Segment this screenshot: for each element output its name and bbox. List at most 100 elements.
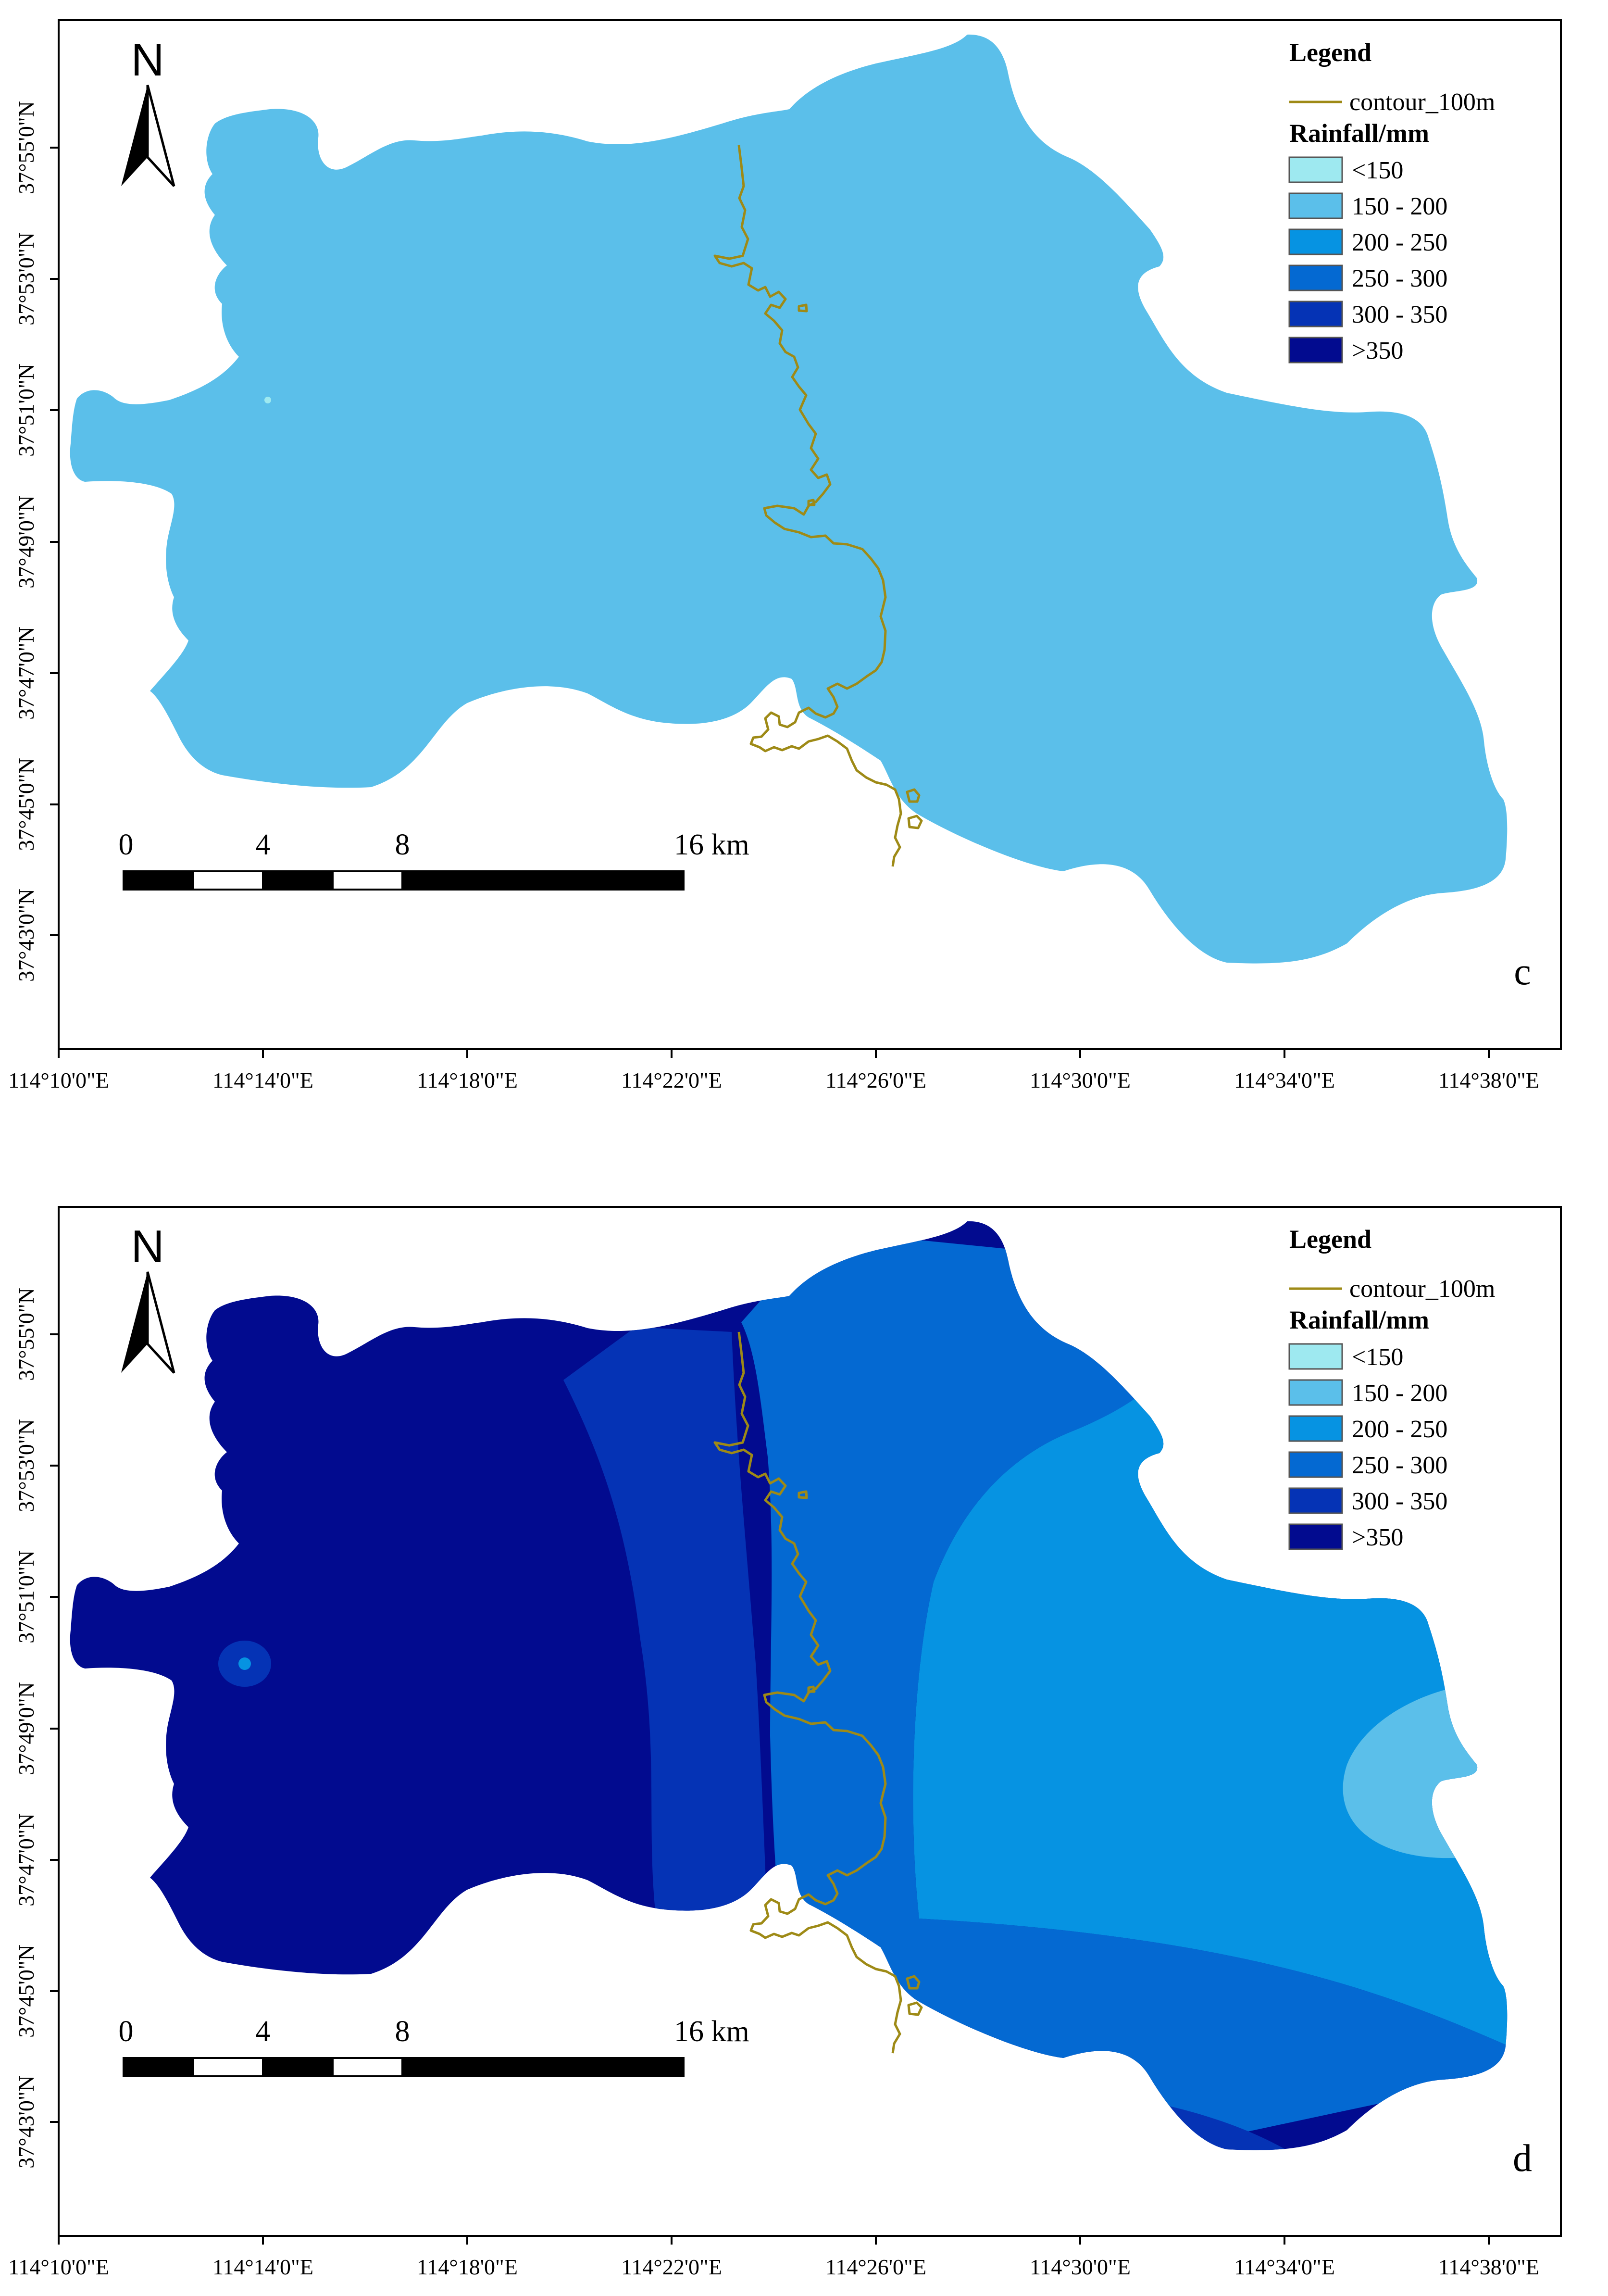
north-arrow-icon: N	[121, 34, 175, 187]
rainfall-zone-dot	[264, 397, 271, 403]
contour-line	[713, 145, 923, 867]
legend-swatch	[1288, 156, 1343, 183]
scale-label: 8	[395, 2015, 410, 2048]
north-label: N	[131, 34, 164, 86]
lat-label: 37°49'0"N	[14, 495, 38, 589]
legend-swatch	[1288, 1379, 1343, 1406]
lat-label: 37°53'0"N	[14, 1419, 38, 1512]
legend-class-label: 250 - 300	[1352, 1452, 1447, 1479]
north-arrow-icon: N	[121, 1221, 175, 1374]
north-arrow-right	[146, 1271, 175, 1374]
scale-label: 4	[256, 2015, 271, 2048]
north-arrow-left	[121, 1272, 148, 1373]
lat-label: 37°53'0"N	[14, 232, 38, 326]
scale-segment	[401, 870, 685, 891]
legend-rainfall-title: Rainfall/mm	[1289, 119, 1429, 148]
lon-label: 114°18'0"E	[417, 2255, 518, 2279]
scale-segment	[192, 870, 264, 891]
lon-label: 114°14'0"E	[212, 1068, 313, 1092]
scale-label: 0	[119, 828, 134, 861]
scale-bar: 0 4 8 16 km	[119, 2015, 749, 2077]
lon-label: 114°14'0"E	[212, 2255, 313, 2279]
lat-label: 37°45'0"N	[14, 758, 38, 851]
scale-segment	[123, 2057, 194, 2077]
lat-label: 37°43'0"N	[14, 2075, 38, 2169]
scale-segment	[262, 2057, 334, 2077]
lat-label: 37°43'0"N	[14, 889, 38, 982]
scale-segment	[332, 2057, 403, 2077]
lon-label: 114°10'0"E	[8, 1068, 109, 1092]
legend-swatch	[1288, 1523, 1343, 1550]
legend-class-label: 150 - 200	[1352, 1380, 1447, 1407]
lon-label: 114°22'0"E	[621, 2255, 722, 2279]
lon-label: 114°26'0"E	[825, 2255, 926, 2279]
legend-class-label: 300 - 350	[1352, 1488, 1447, 1515]
lat-label: 37°51'0"N	[14, 364, 38, 457]
lat-label: 37°45'0"N	[14, 1945, 38, 2038]
legend-contour-label: contour_100m	[1349, 1275, 1495, 1303]
lat-label: 37°47'0"N	[14, 1813, 38, 1907]
lat-label: 37°55'0"N	[14, 101, 38, 194]
lon-label: 114°18'0"E	[417, 1068, 518, 1092]
legend-swatch	[1288, 1487, 1343, 1514]
legend-swatch	[1288, 1451, 1343, 1478]
scale-label: 8	[395, 828, 410, 861]
lon-label: 114°38'0"E	[1438, 2255, 1539, 2279]
rainfall-zone-300-350	[563, 1327, 770, 1976]
legend: Legend contour_100m Rainfall/mm <150 150 - 2…	[1288, 38, 1495, 364]
rainfall-zone-250-300	[741, 1236, 1508, 2149]
scale-segment	[332, 870, 403, 891]
scale-bar: 0 4 8 16 km	[119, 828, 749, 891]
legend-class-label: <150	[1352, 157, 1403, 184]
legend-title: Legend	[1289, 1225, 1371, 1254]
map-frame	[58, 19, 1562, 1050]
scale-segment	[192, 2057, 264, 2077]
lat-label: 37°55'0"N	[14, 1288, 38, 1381]
legend-swatch	[1288, 337, 1343, 364]
legend-class-label: 200 - 250	[1352, 229, 1447, 256]
legend-swatch	[1288, 192, 1343, 219]
legend-class-label: 250 - 300	[1352, 265, 1447, 292]
legend-class-label: >350	[1352, 1524, 1403, 1551]
legend-class-label: 300 - 350	[1352, 301, 1447, 328]
legend-rainfall-title: Rainfall/mm	[1289, 1305, 1429, 1334]
rainfall-zones	[264, 397, 271, 403]
contour-line	[713, 1331, 923, 2054]
lon-label: 114°34'0"E	[1234, 2255, 1335, 2279]
north-label: N	[131, 1221, 164, 1272]
lat-label: 37°49'0"N	[14, 1682, 38, 1775]
basin-area	[70, 34, 1508, 964]
legend-class-label: >350	[1352, 337, 1403, 364]
lon-label: 114°30'0"E	[1030, 2255, 1131, 2279]
legend-swatch	[1288, 1343, 1343, 1370]
panel-label: c	[1514, 951, 1531, 993]
lon-label: 114°30'0"E	[1030, 1068, 1131, 1092]
lat-label: 37°47'0"N	[14, 627, 38, 720]
legend-swatch	[1288, 301, 1343, 327]
panel-label: d	[1513, 2137, 1532, 2180]
lon-label: 114°26'0"E	[825, 1068, 926, 1092]
scale-label: 0	[119, 2015, 134, 2048]
legend-class-label: 200 - 250	[1352, 1416, 1447, 1443]
lon-label: 114°38'0"E	[1438, 1068, 1539, 1092]
legend-title: Legend	[1289, 38, 1371, 67]
scale-segment	[401, 2057, 685, 2077]
legend-swatch	[1288, 1415, 1343, 1442]
map-panel-d: 114°10'0"E 114°14'0"E 114°18'0"E 114°22'0"E…	[8, 1206, 1562, 2279]
lon-label: 114°34'0"E	[1234, 1068, 1335, 1092]
legend-class-label: 150 - 200	[1352, 193, 1447, 220]
rainfall-zone-ellipse-core	[238, 1657, 251, 1670]
scale-segment	[262, 870, 334, 891]
scale-label: 16 km	[674, 2015, 749, 2048]
legend-contour-label: contour_100m	[1349, 88, 1495, 116]
legend-swatch	[1288, 264, 1343, 291]
scale-label: 4	[256, 828, 271, 861]
lon-label: 114°10'0"E	[8, 2255, 109, 2279]
scale-segment	[123, 870, 194, 891]
scale-label: 16 km	[674, 828, 749, 861]
legend-swatch	[1288, 228, 1343, 255]
north-arrow-left	[121, 85, 148, 186]
